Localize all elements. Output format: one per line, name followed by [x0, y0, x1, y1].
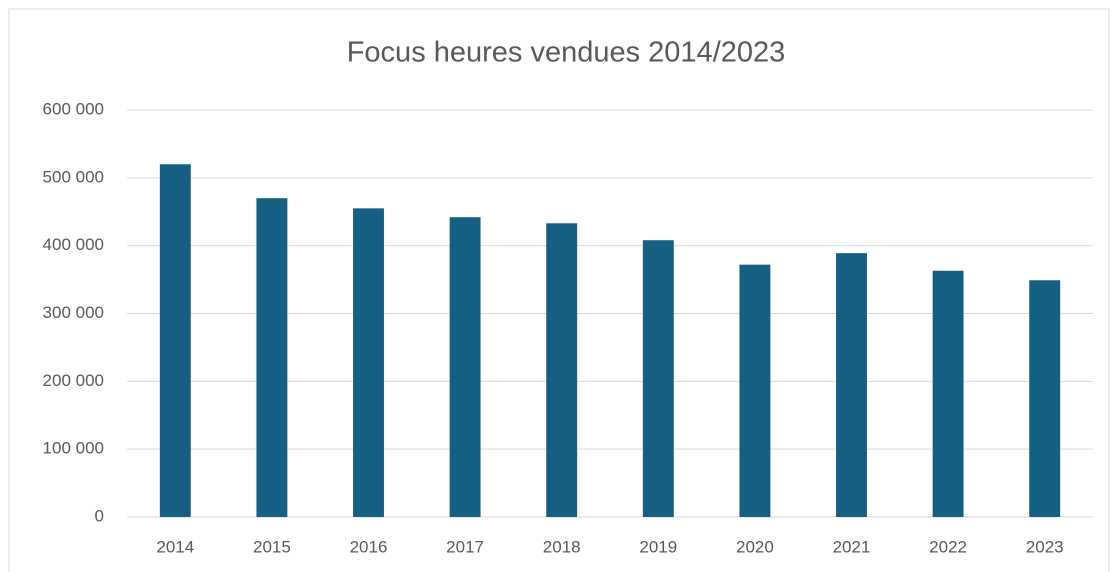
y-tick-label: 600 000 [43, 99, 104, 118]
bar [256, 198, 288, 517]
x-tick-label: 2018 [543, 537, 581, 556]
x-tick-label: 2015 [253, 537, 291, 556]
chart-title: Focus heures vendues 2014/2023 [347, 37, 786, 69]
bar [159, 164, 191, 517]
x-tick-label: 2023 [1026, 537, 1064, 556]
bar [932, 270, 964, 517]
y-tick-label: 400 000 [43, 235, 104, 254]
bar [353, 208, 384, 517]
y-tick-label: 100 000 [43, 439, 104, 458]
y-tick-label: 0 [95, 506, 104, 525]
x-tick-label: 2016 [350, 537, 388, 556]
bar [739, 264, 771, 517]
x-tick-label: 2019 [639, 537, 677, 556]
x-tick-label: 2020 [736, 537, 774, 556]
y-tick-label: 300 000 [43, 303, 104, 322]
bar [546, 223, 578, 517]
bar [449, 217, 481, 517]
bar [642, 240, 674, 518]
x-tick-label: 2014 [156, 537, 194, 556]
y-tick-label: 500 000 [43, 167, 104, 186]
bar [836, 253, 867, 517]
x-tick-label: 2017 [446, 537, 484, 556]
x-tick-label: 2021 [833, 537, 871, 556]
x-tick-label: 2022 [929, 537, 967, 556]
bar [1029, 280, 1061, 517]
y-tick-label: 200 000 [43, 371, 104, 390]
